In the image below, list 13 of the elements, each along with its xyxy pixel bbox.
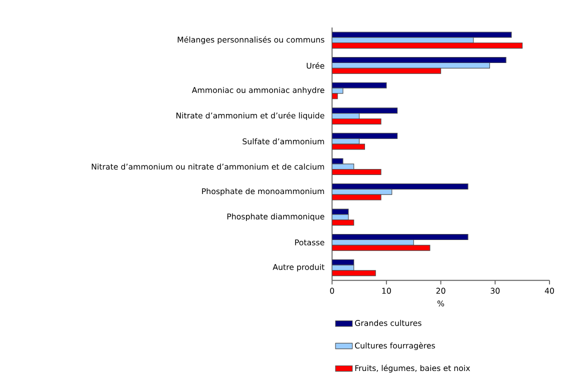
bar xyxy=(332,189,392,196)
bar xyxy=(332,108,398,114)
bar xyxy=(332,118,382,125)
bar xyxy=(332,113,360,120)
bar xyxy=(332,42,523,49)
bar xyxy=(332,62,490,69)
bar xyxy=(332,184,468,190)
bar xyxy=(332,57,506,64)
bar xyxy=(332,133,398,140)
bar xyxy=(332,240,414,246)
bar xyxy=(332,234,468,240)
bar xyxy=(332,169,382,176)
bar xyxy=(332,68,442,74)
